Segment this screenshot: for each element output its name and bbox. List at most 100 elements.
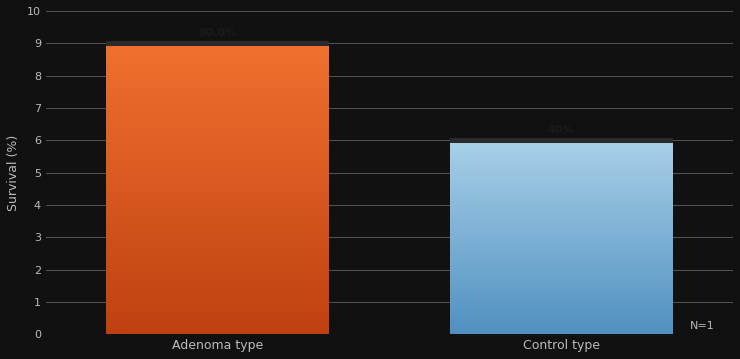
Bar (106, 264, 329, 266)
Bar (449, 145, 673, 146)
Bar (106, 290, 329, 292)
Bar (106, 326, 329, 327)
Bar (106, 110, 329, 112)
Bar (449, 228, 673, 229)
Bar (449, 182, 673, 183)
Bar (449, 143, 673, 144)
Bar (106, 240, 329, 241)
Bar (106, 46, 329, 48)
Bar (449, 308, 673, 309)
Bar (449, 305, 673, 306)
Bar (106, 164, 329, 165)
Bar (106, 333, 329, 334)
Bar (449, 243, 673, 244)
Bar (106, 66, 329, 68)
Bar (449, 235, 673, 236)
Bar (106, 174, 329, 176)
Bar (449, 192, 673, 193)
Bar (449, 162, 673, 163)
Bar (106, 246, 329, 247)
Bar (449, 236, 673, 237)
Bar (106, 83, 329, 84)
Bar (106, 231, 329, 232)
Bar (449, 158, 673, 159)
Bar (106, 221, 329, 222)
Bar (106, 148, 329, 149)
Bar (449, 154, 673, 155)
Bar (106, 214, 329, 215)
Bar (449, 280, 673, 281)
Bar (449, 329, 673, 330)
Bar (106, 177, 329, 178)
Bar (449, 194, 673, 195)
Bar (106, 305, 329, 307)
Bar (449, 171, 673, 172)
Bar (106, 87, 329, 88)
Bar (106, 251, 329, 253)
Bar (106, 157, 329, 158)
Bar (106, 141, 329, 142)
Bar (449, 298, 673, 299)
Bar (449, 288, 673, 289)
Bar (106, 122, 329, 123)
Bar (106, 168, 329, 170)
Bar (449, 218, 673, 219)
Bar (449, 230, 673, 232)
Bar (449, 241, 673, 242)
Bar (449, 239, 673, 240)
Bar (106, 154, 329, 155)
Bar (449, 331, 673, 332)
Bar (106, 248, 329, 250)
Bar (106, 258, 329, 260)
Bar (449, 251, 673, 252)
Bar (449, 148, 673, 149)
Bar (449, 151, 673, 152)
Bar (449, 297, 673, 298)
Bar (449, 233, 673, 234)
Bar (449, 191, 673, 192)
Bar (106, 282, 329, 283)
Bar (106, 104, 329, 106)
Bar (106, 129, 329, 131)
Bar (449, 290, 673, 292)
Bar (449, 210, 673, 211)
Bar (449, 206, 673, 207)
Bar (449, 262, 673, 264)
Bar (449, 279, 673, 280)
Bar (106, 215, 329, 216)
Bar (106, 125, 329, 126)
Bar (449, 184, 673, 185)
Bar (449, 289, 673, 290)
Bar (449, 265, 673, 266)
Bar (106, 58, 329, 59)
Bar (449, 295, 673, 297)
Bar (106, 41, 329, 46)
Bar (449, 193, 673, 194)
Bar (449, 186, 673, 187)
Bar (449, 219, 673, 220)
Bar (449, 178, 673, 179)
Bar (449, 332, 673, 333)
Bar (106, 132, 329, 134)
Bar (106, 90, 329, 91)
Bar (449, 237, 673, 238)
Bar (106, 187, 329, 189)
Bar (449, 301, 673, 302)
Bar (106, 197, 329, 199)
Bar (449, 200, 673, 201)
Bar (106, 74, 329, 75)
Bar (449, 157, 673, 158)
Bar (449, 254, 673, 255)
Bar (106, 276, 329, 278)
Bar (449, 330, 673, 331)
Bar (449, 247, 673, 248)
Bar (449, 333, 673, 334)
Bar (106, 189, 329, 190)
Bar (449, 224, 673, 225)
Bar (106, 278, 329, 279)
Bar (449, 188, 673, 189)
Bar (449, 323, 673, 325)
Bar (106, 270, 329, 272)
Bar (106, 295, 329, 297)
Bar (449, 249, 673, 250)
